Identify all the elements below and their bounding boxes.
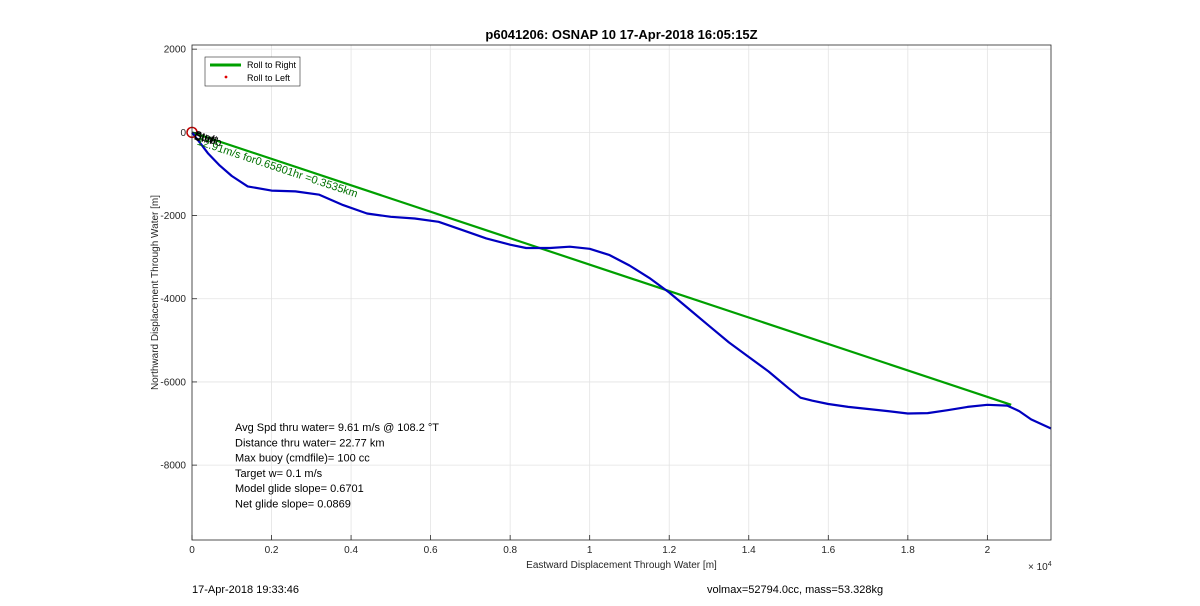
- series-layer: [191, 131, 1052, 430]
- legend-label-roll-to-left: Roll to Left: [247, 73, 291, 83]
- stat-line: Avg Spd thru water= 9.61 m/s @ 108.2 °T: [235, 422, 439, 434]
- legend-label-roll-to-right: Roll to Right: [247, 60, 297, 70]
- x-tick-label: 0.6: [424, 545, 438, 556]
- y-axis-label: Northward Displacement Through Water [m]: [150, 195, 161, 390]
- footer-timestamp: 17-Apr-2018 19:33:46: [192, 584, 300, 596]
- footer-mass-info: volmax=52794.0cc, mass=53.328kg: [707, 584, 884, 596]
- legend-box: [204, 56, 301, 87]
- grid: [191, 45, 1051, 540]
- overlay-label: Dive: [193, 130, 217, 147]
- stats-box: Avg Spd thru water= 9.61 m/s @ 108.2 °T D…: [235, 422, 439, 511]
- x-exponent-base: × 10: [1028, 562, 1048, 573]
- y-tick-label: -2000: [160, 211, 186, 222]
- overlay-label: Start: [193, 129, 218, 146]
- stat-line: Target w= 0.1 m/s: [235, 468, 323, 480]
- x-tick-label: 0.8: [503, 545, 517, 556]
- y-tick-label: -4000: [160, 294, 186, 305]
- y-tick-label: -6000: [160, 377, 186, 388]
- stat-line: Model glide slope= 0.6701: [235, 483, 364, 495]
- overlay-label: Surf: [193, 130, 216, 147]
- x-tick-label: 0.4: [344, 545, 358, 556]
- plot-area: [192, 45, 1051, 540]
- x-axis-exponent: × 104: [1028, 561, 1052, 573]
- y-tick-label: -8000: [160, 461, 186, 472]
- plot-border: [191, 44, 1052, 541]
- y-tick-label: 0: [180, 128, 186, 139]
- chart-title: p6041206: OSNAP 10 17-Apr-2018 16:05:15Z: [485, 27, 757, 42]
- stat-line: Max buoy (cmdfile)= 100 cc: [235, 453, 370, 465]
- x-axis-label: Eastward Displacement Through Water [m]: [526, 560, 717, 571]
- x-tick-label: 0: [189, 545, 195, 556]
- x-tick-label: 0.2: [265, 545, 279, 556]
- stat-line: Net glide slope= 0.0869: [235, 499, 351, 511]
- series-line-track: [191, 131, 1052, 430]
- x-tick-label: 1.8: [901, 545, 915, 556]
- legend-swatch-roll-to-left: [224, 75, 228, 79]
- x-tick-label: 1.6: [821, 545, 835, 556]
- x-exponent-power: 4: [1048, 561, 1052, 568]
- series-line-roll-to-right: [191, 131, 1012, 406]
- legend: Roll to Right Roll to Left: [204, 56, 301, 87]
- x-tick-label: 1.4: [742, 545, 756, 556]
- x-tick-label: 2: [985, 545, 991, 556]
- x-tick-label: 1: [587, 545, 593, 556]
- ticks: 0 0.2 0.4 0.6 0.8 1 1.2 1.4 1.6 1.8 2 2000 0 -2000 -40…: [160, 45, 990, 556]
- stat-line: Distance thru water= 22.77 km: [235, 437, 385, 449]
- y-tick-label: 2000: [164, 45, 187, 56]
- x-tick-label: 1.2: [662, 545, 676, 556]
